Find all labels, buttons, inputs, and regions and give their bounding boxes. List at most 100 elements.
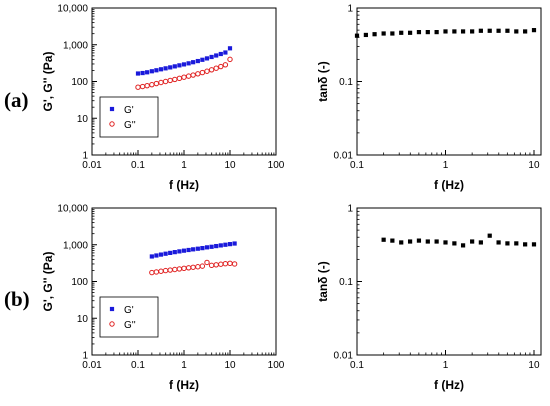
- legend-marker: [109, 121, 115, 127]
- y-axis-title: tanδ (-): [316, 261, 330, 302]
- data-point: [381, 31, 386, 36]
- data-point: [531, 242, 537, 247]
- legend-marker: [109, 306, 115, 312]
- data-point: [227, 46, 233, 51]
- data-point: [425, 30, 430, 35]
- data-point: [523, 242, 528, 247]
- x-tick-label: 1: [181, 160, 187, 171]
- series-2: [135, 56, 233, 90]
- data-point: [523, 29, 528, 34]
- data-point: [199, 263, 206, 269]
- data-point: [176, 75, 183, 82]
- data-point: [149, 69, 154, 74]
- panel-label-b: (b): [4, 287, 30, 311]
- data-point: [177, 249, 182, 254]
- data-point: [144, 82, 150, 89]
- data-point: [204, 245, 210, 250]
- data-point: [399, 240, 404, 245]
- plot-frame: [356, 7, 542, 156]
- x-axis-title: f (Hz): [434, 178, 464, 192]
- y-tick-label: 10: [77, 114, 89, 125]
- y-tick-label: 10: [77, 314, 89, 325]
- data-point: [191, 60, 196, 65]
- data-point: [186, 247, 191, 253]
- legend-label: G': [124, 105, 134, 116]
- x-tick-label: 1: [443, 360, 449, 371]
- series-1: [354, 28, 537, 38]
- data-point: [372, 32, 377, 37]
- x-tick-label: 0.1: [350, 160, 364, 171]
- y-tick-label: 1: [347, 4, 353, 15]
- x-tick-label: 10: [528, 160, 540, 171]
- data-point: [478, 28, 483, 33]
- data-point: [167, 77, 173, 84]
- data-point: [496, 28, 501, 33]
- y-tick-label: 1: [82, 151, 88, 162]
- data-point: [218, 243, 223, 248]
- data-point: [390, 238, 395, 243]
- data-point: [227, 242, 233, 247]
- series-1: [149, 241, 237, 259]
- data-point: [399, 30, 404, 35]
- data-point: [354, 33, 360, 38]
- legend-marker: [109, 321, 115, 327]
- data-point: [167, 267, 173, 273]
- data-point: [168, 250, 173, 256]
- data-point: [223, 50, 228, 55]
- data-point: [172, 76, 178, 83]
- legend-box: [99, 296, 159, 338]
- data-point: [425, 239, 430, 244]
- y-tick-label: 100: [71, 77, 88, 88]
- plot-frame: [356, 207, 542, 356]
- data-point: [505, 28, 510, 33]
- data-point: [478, 240, 483, 245]
- x-axis-title: f (Hz): [169, 178, 199, 192]
- data-point: [531, 28, 537, 33]
- y-tick-label: 0.1: [339, 77, 353, 88]
- x-tick-label: 0.01: [82, 360, 102, 371]
- data-point: [186, 61, 191, 66]
- legend-label: G'': [124, 120, 136, 131]
- y-tick-label: 0.01: [334, 351, 354, 362]
- x-tick-label: 0.1: [131, 360, 145, 371]
- y-axis-title: G', G'' (Pa): [41, 52, 55, 112]
- y-tick-label: 0.1: [339, 277, 353, 288]
- data-point: [200, 57, 205, 62]
- legend-label: G'': [124, 320, 136, 331]
- data-point: [487, 28, 492, 33]
- data-point: [416, 30, 422, 35]
- data-point: [153, 80, 160, 87]
- y-axis-title: G', G'' (Pa): [41, 252, 55, 312]
- data-point: [163, 66, 168, 71]
- data-point: [214, 53, 219, 58]
- data-point: [208, 67, 215, 73]
- data-point: [172, 266, 178, 273]
- data-point: [470, 239, 475, 244]
- data-point: [185, 265, 192, 271]
- legend-label: G': [124, 305, 134, 316]
- data-point: [209, 54, 214, 60]
- data-point: [191, 247, 196, 252]
- chart-2: 0.1 1 100.010.11f (Hz)tanδ (-): [316, 4, 542, 192]
- series-1: [381, 233, 537, 248]
- data-point: [460, 29, 466, 34]
- data-point: [218, 51, 223, 57]
- data-point: [199, 69, 206, 76]
- data-point: [135, 71, 141, 76]
- data-point: [163, 251, 168, 256]
- data-point: [232, 241, 237, 246]
- data-point: [195, 264, 201, 270]
- data-point: [209, 244, 214, 249]
- data-point: [177, 63, 182, 68]
- data-point: [452, 29, 457, 34]
- data-point: [452, 241, 457, 246]
- data-point: [416, 238, 422, 243]
- data-point: [181, 265, 187, 272]
- data-point: [381, 237, 386, 242]
- y-tick-label: 100: [71, 277, 88, 288]
- data-point: [195, 58, 200, 64]
- y-tick-label: 1: [347, 204, 353, 215]
- data-point: [181, 62, 187, 67]
- y-tick-label: 0.01: [334, 151, 354, 162]
